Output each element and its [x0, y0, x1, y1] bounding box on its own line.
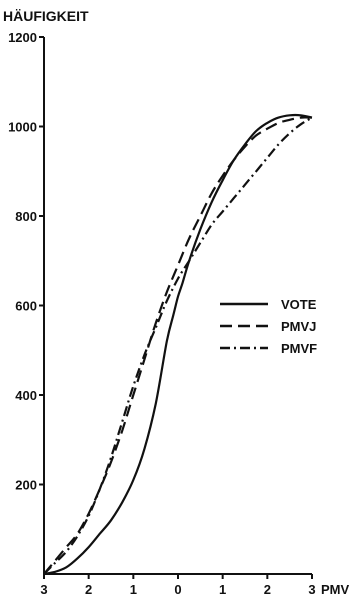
- legend: VOTE PMVJ PMVF: [220, 297, 317, 356]
- series-line-pmvf: [43, 116, 313, 575]
- y-tick-label: 400: [15, 388, 37, 403]
- legend-label-vote: VOTE: [281, 297, 317, 312]
- y-tick-label: 800: [15, 209, 37, 224]
- y-ticks: 200 400 600 800 1000 1200: [8, 30, 44, 493]
- x-ticks: 3 2 1 0 1 2 3: [40, 574, 316, 597]
- legend-label-pmvj: PMVJ: [281, 319, 316, 334]
- x-tick-label: 0: [174, 582, 181, 597]
- x-axis-label: PMV: [321, 582, 350, 597]
- series-line-pmvj: [43, 116, 313, 575]
- y-tick-label: 600: [15, 299, 37, 314]
- y-tick-label: 1200: [8, 30, 37, 45]
- x-tick-label: 2: [264, 582, 271, 597]
- series-lines: [43, 113, 313, 576]
- y-tick-label: 200: [15, 478, 37, 493]
- series-line-vote: [43, 113, 313, 576]
- y-tick-label: 1000: [8, 120, 37, 135]
- legend-label-pmvf: PMVF: [281, 341, 317, 356]
- x-tick-label: 2: [85, 582, 92, 597]
- x-tick-label: 3: [308, 582, 315, 597]
- x-tick-label: 1: [130, 582, 137, 597]
- x-tick-label: 3: [40, 582, 47, 597]
- x-tick-label: 1: [219, 582, 226, 597]
- y-axis-label: HÄUFIGKEIT: [3, 8, 89, 24]
